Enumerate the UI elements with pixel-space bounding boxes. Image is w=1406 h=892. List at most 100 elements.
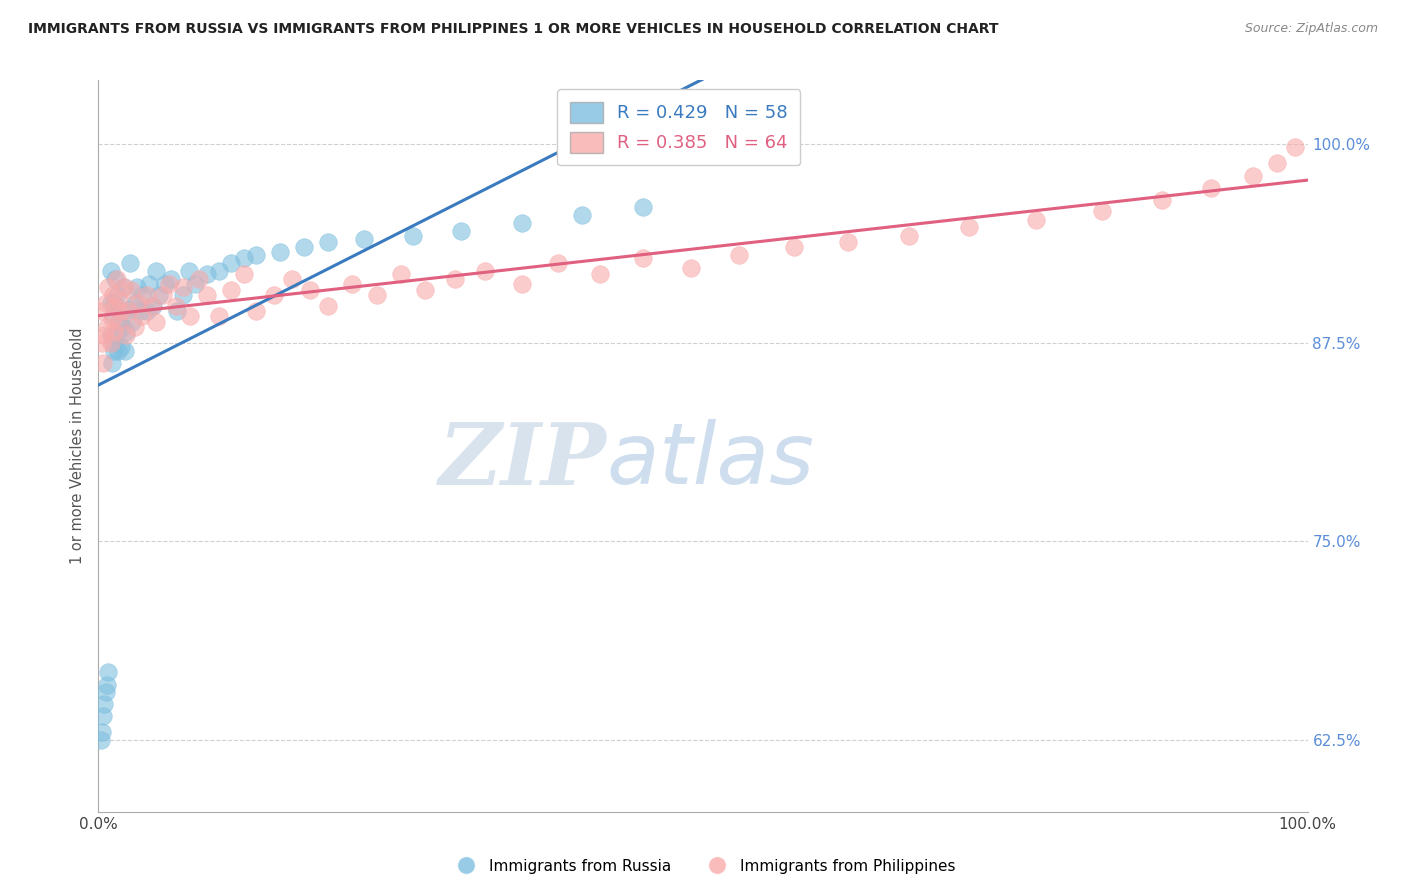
Point <box>115 325 138 339</box>
Point <box>281 272 304 286</box>
Point <box>111 319 134 334</box>
Point <box>131 309 153 323</box>
Point <box>728 248 751 262</box>
Legend: R = 0.429   N = 58, R = 0.385   N = 64: R = 0.429 N = 58, R = 0.385 N = 64 <box>557 89 800 165</box>
Point <box>152 288 174 302</box>
Point <box>208 264 231 278</box>
Point <box>195 267 218 281</box>
Point <box>131 288 153 302</box>
Point <box>108 303 131 318</box>
Point <box>100 327 122 342</box>
Point <box>104 299 127 313</box>
Point <box>127 280 149 294</box>
Point <box>172 280 194 294</box>
Point <box>142 299 165 313</box>
Point <box>91 335 114 350</box>
Point <box>104 272 127 286</box>
Text: IMMIGRANTS FROM RUSSIA VS IMMIGRANTS FROM PHILIPPINES 1 OR MORE VEHICLES IN HOUS: IMMIGRANTS FROM RUSSIA VS IMMIGRANTS FRO… <box>28 22 998 37</box>
Point <box>118 302 141 317</box>
Point <box>153 277 176 291</box>
Point <box>93 697 115 711</box>
Point <box>97 665 120 679</box>
Point <box>299 283 322 297</box>
Point <box>101 288 124 302</box>
Point <box>93 327 115 342</box>
Point <box>138 277 160 291</box>
Point <box>110 340 132 354</box>
Point <box>342 277 364 291</box>
Point <box>897 229 920 244</box>
Point <box>316 235 339 250</box>
Point <box>118 303 141 318</box>
Point <box>108 315 131 329</box>
Point <box>112 280 135 294</box>
Point <box>90 733 112 747</box>
Point <box>232 252 254 266</box>
Point <box>292 240 315 254</box>
Point <box>444 272 467 286</box>
Point <box>120 283 142 297</box>
Point <box>195 288 218 302</box>
Point <box>112 280 135 294</box>
Point <box>145 264 167 278</box>
Point <box>837 235 859 250</box>
Point <box>103 343 125 358</box>
Point <box>96 319 118 334</box>
Point <box>1241 169 1264 183</box>
Point <box>172 288 194 302</box>
Point <box>124 319 146 334</box>
Text: Source: ZipAtlas.com: Source: ZipAtlas.com <box>1244 22 1378 36</box>
Text: atlas: atlas <box>606 419 814 502</box>
Point <box>1152 193 1174 207</box>
Point <box>118 256 141 270</box>
Point <box>631 201 654 215</box>
Point <box>179 264 201 278</box>
Point <box>269 245 291 260</box>
Point <box>100 264 122 278</box>
Point <box>100 335 122 350</box>
Point <box>127 296 149 310</box>
Point <box>91 725 114 739</box>
Point <box>589 267 612 281</box>
Point <box>547 256 569 270</box>
Point <box>96 677 118 691</box>
Point <box>91 709 114 723</box>
Point <box>141 299 163 313</box>
Point <box>103 325 125 339</box>
Point <box>101 309 124 323</box>
Point <box>179 309 201 323</box>
Point <box>100 356 122 370</box>
Point <box>1091 203 1114 218</box>
Point <box>679 260 702 275</box>
Point <box>1267 156 1289 170</box>
Point <box>782 240 804 254</box>
Point <box>366 288 388 302</box>
Point <box>165 299 187 313</box>
Point <box>221 256 243 270</box>
Point <box>510 277 533 291</box>
Point <box>1024 213 1046 227</box>
Point <box>187 272 209 286</box>
Point <box>100 311 122 326</box>
Point <box>157 277 180 291</box>
Point <box>97 280 120 294</box>
Point <box>105 272 128 286</box>
Point <box>94 685 117 699</box>
Point <box>245 248 267 262</box>
Point <box>115 327 138 342</box>
Point <box>121 315 143 329</box>
Point <box>1199 181 1222 195</box>
Point <box>208 309 231 323</box>
Point <box>353 232 375 246</box>
Point <box>166 303 188 318</box>
Point <box>110 303 132 318</box>
Point <box>413 283 436 297</box>
Point <box>94 296 117 310</box>
Legend: Immigrants from Russia, Immigrants from Philippines: Immigrants from Russia, Immigrants from … <box>444 853 962 880</box>
Point <box>316 299 339 313</box>
Point <box>510 216 533 230</box>
Point <box>128 303 150 318</box>
Point <box>160 272 183 286</box>
Point <box>474 264 496 278</box>
Point <box>221 283 243 297</box>
